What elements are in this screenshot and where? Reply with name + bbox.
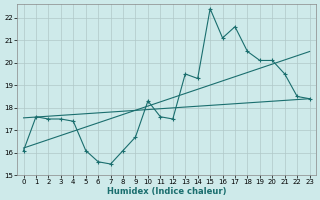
X-axis label: Humidex (Indice chaleur): Humidex (Indice chaleur) bbox=[107, 187, 226, 196]
